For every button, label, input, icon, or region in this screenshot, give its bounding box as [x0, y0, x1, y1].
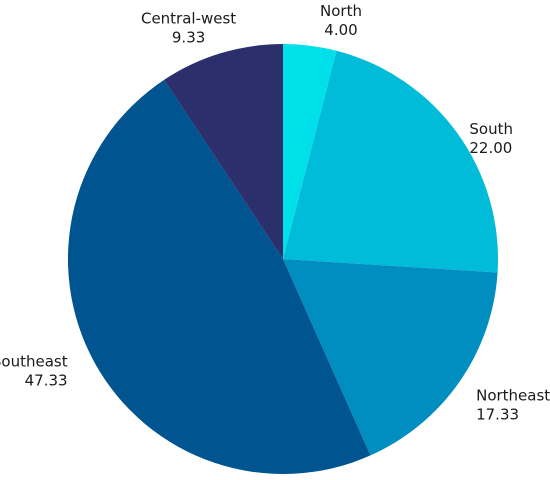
pie-slice-north	[283, 44, 337, 259]
pie-slice-central-west	[164, 44, 283, 259]
pie-slices	[67, 44, 498, 475]
slice-category-label: North	[320, 2, 362, 20]
slice-value-label: 22.00	[469, 139, 512, 157]
slice-label-north: North 4.00	[320, 2, 362, 39]
slice-label-southeast: Southeast47.33	[0, 352, 68, 389]
pie-slice-southeast	[67, 79, 371, 475]
slice-label-south: South 22.00	[469, 120, 513, 157]
slice-value-label: 47.33	[25, 371, 68, 389]
slice-category-label: Northeast	[476, 386, 550, 404]
pie-slice-northeast	[283, 259, 498, 456]
slice-category-label: South	[469, 120, 513, 138]
slice-label-northeast: Northeast 17.33	[476, 386, 550, 423]
slice-value-label: 9.33	[172, 29, 205, 47]
slice-value-label: 4.00	[324, 21, 357, 39]
slice-category-label: Southeast	[0, 352, 68, 370]
slice-category-label: Central-west	[141, 10, 236, 28]
slice-label-central-west: Central-west 9.33	[141, 10, 236, 47]
slice-value-label: 17.33	[476, 405, 519, 423]
pie-slice-south	[283, 50, 498, 273]
